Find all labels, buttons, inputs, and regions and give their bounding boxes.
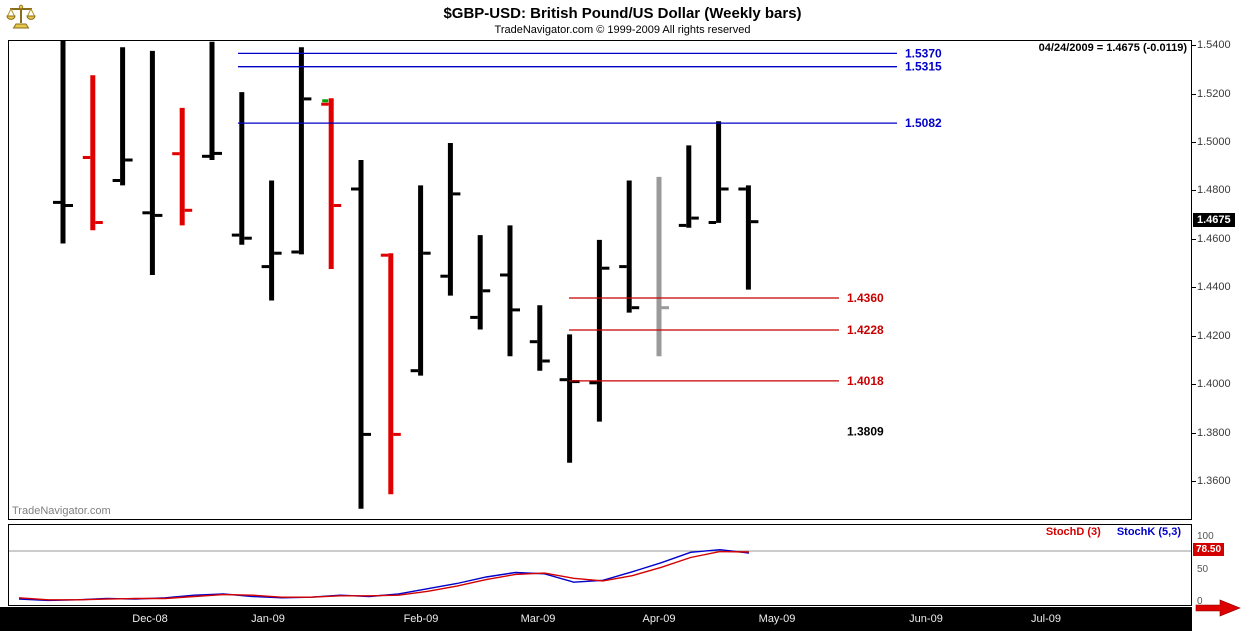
price-axis-label: 1.5200 xyxy=(1197,88,1231,100)
price-axis-label: 1.4000 xyxy=(1197,378,1231,390)
axis-tick-mark xyxy=(1191,190,1196,191)
price-axis-label: 1.5000 xyxy=(1197,136,1231,148)
price-axis-label: 1.4800 xyxy=(1197,184,1231,196)
stoch-series-line xyxy=(18,550,750,601)
price-level-label: 1.4360 xyxy=(847,291,884,305)
chart-title: $GBP-USD: British Pound/US Dollar (Weekl… xyxy=(443,5,802,22)
stochastic-chart-svg xyxy=(9,548,1191,602)
right-arrow-icon xyxy=(1195,599,1241,617)
price-axis-label: 1.4600 xyxy=(1197,233,1231,245)
price-axis-label: 1.3800 xyxy=(1197,427,1231,439)
stoch-axis-label: 50 xyxy=(1197,564,1209,575)
axis-tick-mark xyxy=(1191,433,1196,434)
stochastic-legend: StochD (3) StochK (5,3) xyxy=(1043,526,1183,538)
price-axis-label: 1.3600 xyxy=(1197,475,1231,487)
price-axis-label: 1.4200 xyxy=(1197,330,1231,342)
chart-subtitle: TradeNavigator.com © 1999-2009 All right… xyxy=(494,24,751,36)
price-level-label: 1.4228 xyxy=(847,323,884,337)
stoch-axis-label: 100 xyxy=(1197,531,1214,542)
price-level-label: 1.5315 xyxy=(905,60,942,74)
last-price-badge: 1.4675 xyxy=(1193,213,1235,227)
axis-tick-mark xyxy=(1191,94,1196,95)
stoch-series-line xyxy=(18,548,750,602)
stochd-legend-label: StochD (3) xyxy=(1045,526,1101,538)
month-label: Jul-09 xyxy=(1031,613,1061,625)
stochastic-panel[interactable]: StochD (3) StochK (5,3) xyxy=(8,524,1192,606)
time-axis-scrollbar[interactable]: Dec-08 Jan-09 Feb-09 Mar-09 Apr-09 May-09 Jun-… xyxy=(0,607,1192,631)
quote-readout: 04/24/2009 = 1.4675 (-0.0119) xyxy=(1038,42,1187,54)
price-level-label: 1.4018 xyxy=(847,374,884,388)
signal-marker xyxy=(322,99,329,103)
price-chart-panel[interactable]: 1.5370 1.5315 1.5082 1.4360 1.4228 1.4018 1.38… xyxy=(8,40,1192,520)
month-label: Dec-08 xyxy=(132,613,168,625)
axis-tick-mark xyxy=(1191,384,1196,385)
month-label: Apr-09 xyxy=(642,613,676,625)
price-level-label: 1.5370 xyxy=(905,46,942,60)
month-label: Jan-09 xyxy=(251,613,285,625)
price-level-label: 1.5082 xyxy=(905,116,942,130)
price-axis-label: 1.4400 xyxy=(1197,281,1231,293)
axis-tick-mark xyxy=(1191,336,1196,337)
axis-tick-mark xyxy=(1191,45,1196,46)
watermark-text: TradeNavigator.com xyxy=(12,505,111,517)
month-label: May-09 xyxy=(758,613,796,625)
month-label: Jun-09 xyxy=(909,613,943,625)
stochk-legend-label: StochK (5,3) xyxy=(1116,526,1181,538)
scroll-right-arrow-button[interactable] xyxy=(1194,597,1244,619)
axis-tick-mark xyxy=(1191,142,1196,143)
axis-tick-mark xyxy=(1191,481,1196,482)
month-label: Feb-09 xyxy=(403,613,439,625)
stoch-value-badge: 78.50 xyxy=(1193,543,1225,556)
axis-tick-mark xyxy=(1191,287,1196,288)
month-label: Mar-09 xyxy=(520,613,556,625)
price-axis-label: 1.5400 xyxy=(1197,39,1231,51)
stoch-axis-label: 0 xyxy=(1197,596,1203,607)
scales-logo-icon xyxy=(6,3,36,30)
price-level-label: 1.3809 xyxy=(847,425,884,439)
axis-tick-mark xyxy=(1191,239,1196,240)
